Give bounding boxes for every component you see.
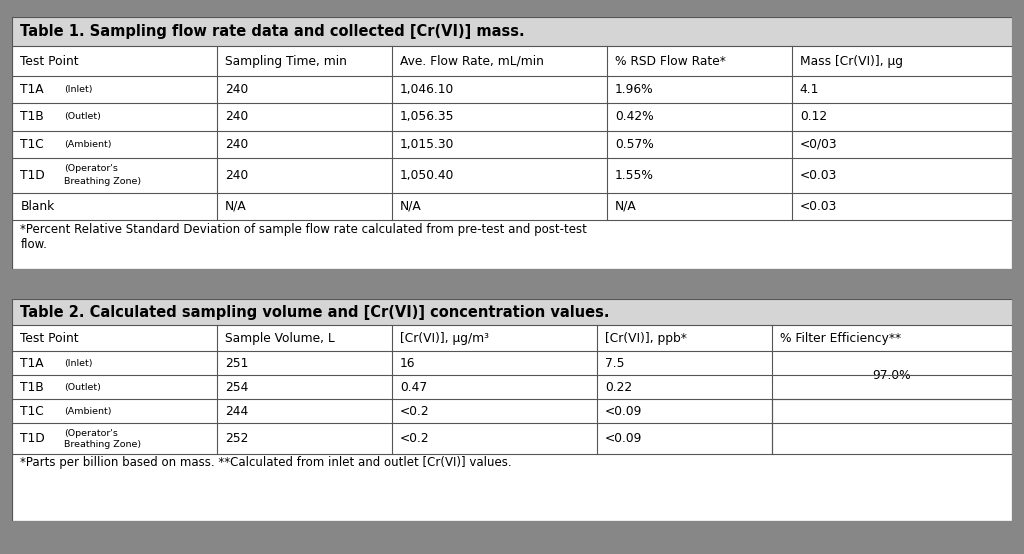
Text: N/A: N/A [400, 199, 422, 213]
Text: 7.5: 7.5 [605, 357, 625, 370]
Text: (Ambient): (Ambient) [65, 407, 112, 416]
Text: Test Point: Test Point [20, 332, 79, 345]
Text: (Inlet): (Inlet) [65, 85, 93, 94]
Text: 1,056.35: 1,056.35 [400, 110, 455, 124]
Text: 240: 240 [225, 137, 249, 151]
Text: T1B: T1B [20, 110, 44, 124]
Text: 0.12: 0.12 [800, 110, 827, 124]
Text: 4.1: 4.1 [800, 83, 819, 96]
Text: Mass [Cr(VI)], μg: Mass [Cr(VI)], μg [800, 55, 903, 68]
Text: T1C: T1C [20, 405, 44, 418]
Text: <0.2: <0.2 [400, 405, 430, 418]
Text: (Ambient): (Ambient) [65, 140, 112, 148]
Text: 16: 16 [400, 357, 416, 370]
Text: N/A: N/A [615, 199, 637, 213]
Text: <0.03: <0.03 [800, 199, 838, 213]
Text: 240: 240 [225, 168, 249, 182]
Text: 244: 244 [225, 405, 249, 418]
Text: 1,050.40: 1,050.40 [400, 168, 455, 182]
Bar [12, 299, 1012, 325]
Text: 240: 240 [225, 83, 249, 96]
Text: <0.09: <0.09 [605, 405, 642, 418]
Text: Breathing Zone): Breathing Zone) [65, 177, 141, 186]
Text: (Outlet): (Outlet) [65, 383, 101, 392]
Text: 251: 251 [225, 357, 249, 370]
Text: N/A: N/A [225, 199, 247, 213]
Text: Test Point: Test Point [20, 55, 79, 68]
Text: Blank: Blank [20, 199, 54, 213]
Text: (Outlet): (Outlet) [65, 112, 101, 121]
Text: % Filter Efficiency**: % Filter Efficiency** [780, 332, 901, 345]
Text: T1D: T1D [20, 168, 45, 182]
Text: Breathing Zone): Breathing Zone) [65, 439, 141, 449]
Text: <0.03: <0.03 [800, 168, 838, 182]
Text: 97.0%: 97.0% [872, 369, 911, 382]
Text: Ave. Flow Rate, mL/min: Ave. Flow Rate, mL/min [400, 55, 544, 68]
Text: 0.22: 0.22 [605, 381, 632, 394]
Text: <0.2: <0.2 [400, 432, 430, 445]
Text: 254: 254 [225, 381, 249, 394]
Text: Sampling Time, min: Sampling Time, min [225, 55, 347, 68]
Text: T1D: T1D [20, 432, 45, 445]
Text: 1,015.30: 1,015.30 [400, 137, 455, 151]
Text: 0.42%: 0.42% [615, 110, 653, 124]
Text: 1,046.10: 1,046.10 [400, 83, 455, 96]
Text: (Operator's: (Operator's [65, 165, 118, 173]
Text: Sample Volume, L: Sample Volume, L [225, 332, 335, 345]
Text: <0.09: <0.09 [605, 432, 642, 445]
Text: T1A: T1A [20, 83, 44, 96]
Text: T1C: T1C [20, 137, 44, 151]
Text: T1B: T1B [20, 381, 44, 394]
Text: 0.47: 0.47 [400, 381, 427, 394]
Bar [12, 17, 1012, 47]
Text: [Cr(VI)], ppb*: [Cr(VI)], ppb* [605, 332, 687, 345]
Text: Table 2. Calculated sampling volume and [Cr(VI)] concentration values.: Table 2. Calculated sampling volume and … [20, 305, 609, 320]
Text: *Parts per billion based on mass. **Calculated from inlet and outlet [Cr(VI)] va: *Parts per billion based on mass. **Calc… [20, 456, 512, 469]
Text: 240: 240 [225, 110, 249, 124]
Text: <0/03: <0/03 [800, 137, 838, 151]
Text: 252: 252 [225, 432, 249, 445]
Text: [Cr(VI)], μg/m³: [Cr(VI)], μg/m³ [400, 332, 489, 345]
Text: % RSD Flow Rate*: % RSD Flow Rate* [615, 55, 726, 68]
Text: T1A: T1A [20, 357, 44, 370]
Text: *Percent Relative Standard Deviation of sample flow rate calculated from pre-tes: *Percent Relative Standard Deviation of … [20, 223, 587, 251]
Text: 1.55%: 1.55% [615, 168, 653, 182]
Text: Table 1. Sampling flow rate data and collected [Cr(VI)] mass.: Table 1. Sampling flow rate data and col… [20, 24, 525, 39]
Text: 1.96%: 1.96% [615, 83, 653, 96]
Text: (Inlet): (Inlet) [65, 359, 93, 368]
Text: 0.57%: 0.57% [615, 137, 653, 151]
Text: (Operator's: (Operator's [65, 429, 118, 438]
